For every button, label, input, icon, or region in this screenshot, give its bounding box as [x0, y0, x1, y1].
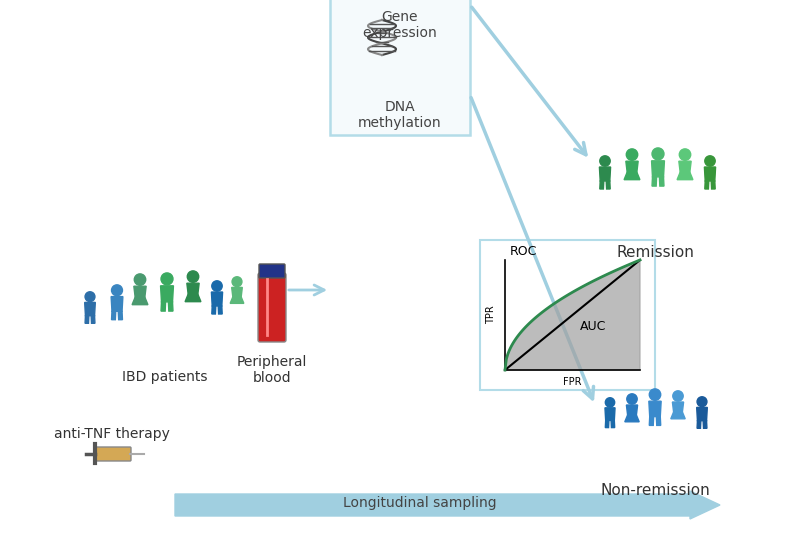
- Text: anti-TNF therapy: anti-TNF therapy: [54, 427, 170, 441]
- Polygon shape: [704, 167, 716, 181]
- Polygon shape: [168, 302, 173, 311]
- Circle shape: [697, 397, 707, 407]
- Polygon shape: [606, 421, 609, 428]
- Polygon shape: [625, 415, 639, 422]
- Polygon shape: [697, 407, 707, 421]
- Polygon shape: [161, 286, 174, 302]
- Polygon shape: [626, 161, 638, 172]
- Polygon shape: [185, 294, 201, 302]
- Text: AUC: AUC: [579, 320, 606, 333]
- Polygon shape: [652, 177, 657, 186]
- Text: Non-remission: Non-remission: [600, 483, 710, 498]
- FancyArrow shape: [175, 491, 720, 519]
- Polygon shape: [111, 311, 116, 320]
- Circle shape: [85, 292, 95, 301]
- Polygon shape: [679, 161, 691, 172]
- Polygon shape: [161, 302, 166, 311]
- Text: FPR: FPR: [563, 377, 582, 387]
- Polygon shape: [232, 287, 242, 297]
- Circle shape: [650, 389, 661, 400]
- Polygon shape: [656, 417, 661, 425]
- Polygon shape: [218, 306, 222, 314]
- Polygon shape: [611, 421, 614, 428]
- Polygon shape: [703, 421, 707, 428]
- Polygon shape: [624, 172, 640, 180]
- Polygon shape: [600, 181, 604, 189]
- Polygon shape: [230, 297, 244, 304]
- FancyBboxPatch shape: [259, 264, 285, 278]
- Circle shape: [627, 394, 638, 404]
- Circle shape: [134, 274, 146, 285]
- Circle shape: [187, 271, 198, 282]
- Polygon shape: [677, 172, 693, 180]
- Circle shape: [705, 156, 715, 166]
- Polygon shape: [659, 177, 664, 186]
- Polygon shape: [91, 316, 95, 323]
- Polygon shape: [650, 417, 654, 425]
- Text: ROC: ROC: [510, 245, 538, 258]
- FancyBboxPatch shape: [330, 0, 470, 135]
- Polygon shape: [118, 311, 122, 320]
- Polygon shape: [85, 302, 95, 316]
- Text: IBD patients: IBD patients: [122, 370, 208, 384]
- Polygon shape: [606, 181, 610, 189]
- Circle shape: [679, 149, 690, 160]
- Circle shape: [232, 277, 242, 287]
- Polygon shape: [111, 296, 123, 311]
- Polygon shape: [505, 260, 640, 370]
- Polygon shape: [651, 161, 665, 177]
- Polygon shape: [134, 286, 146, 297]
- Polygon shape: [670, 412, 685, 419]
- Text: Remission: Remission: [616, 245, 694, 260]
- Polygon shape: [132, 297, 148, 305]
- Circle shape: [606, 397, 614, 407]
- Polygon shape: [705, 181, 709, 189]
- Polygon shape: [649, 401, 661, 417]
- Text: Longitudinal sampling: Longitudinal sampling: [343, 496, 497, 510]
- Polygon shape: [211, 292, 222, 306]
- Polygon shape: [599, 167, 610, 181]
- Circle shape: [652, 148, 664, 160]
- Circle shape: [600, 156, 610, 166]
- Circle shape: [111, 285, 122, 296]
- Circle shape: [626, 149, 638, 160]
- FancyBboxPatch shape: [258, 273, 286, 342]
- FancyBboxPatch shape: [480, 240, 655, 390]
- Text: DNA
methylation: DNA methylation: [358, 100, 442, 130]
- Circle shape: [212, 281, 222, 291]
- FancyBboxPatch shape: [94, 447, 131, 461]
- Polygon shape: [697, 421, 701, 428]
- Text: Gene
expression: Gene expression: [362, 10, 438, 40]
- Circle shape: [673, 391, 683, 401]
- Polygon shape: [187, 283, 199, 294]
- Text: Peripheral
blood: Peripheral blood: [237, 355, 307, 385]
- Polygon shape: [85, 316, 89, 323]
- Text: TPR: TPR: [486, 306, 496, 324]
- Polygon shape: [605, 408, 615, 421]
- Polygon shape: [626, 405, 638, 415]
- Polygon shape: [212, 306, 216, 314]
- Polygon shape: [672, 402, 683, 412]
- Polygon shape: [711, 181, 715, 189]
- Circle shape: [161, 273, 173, 285]
